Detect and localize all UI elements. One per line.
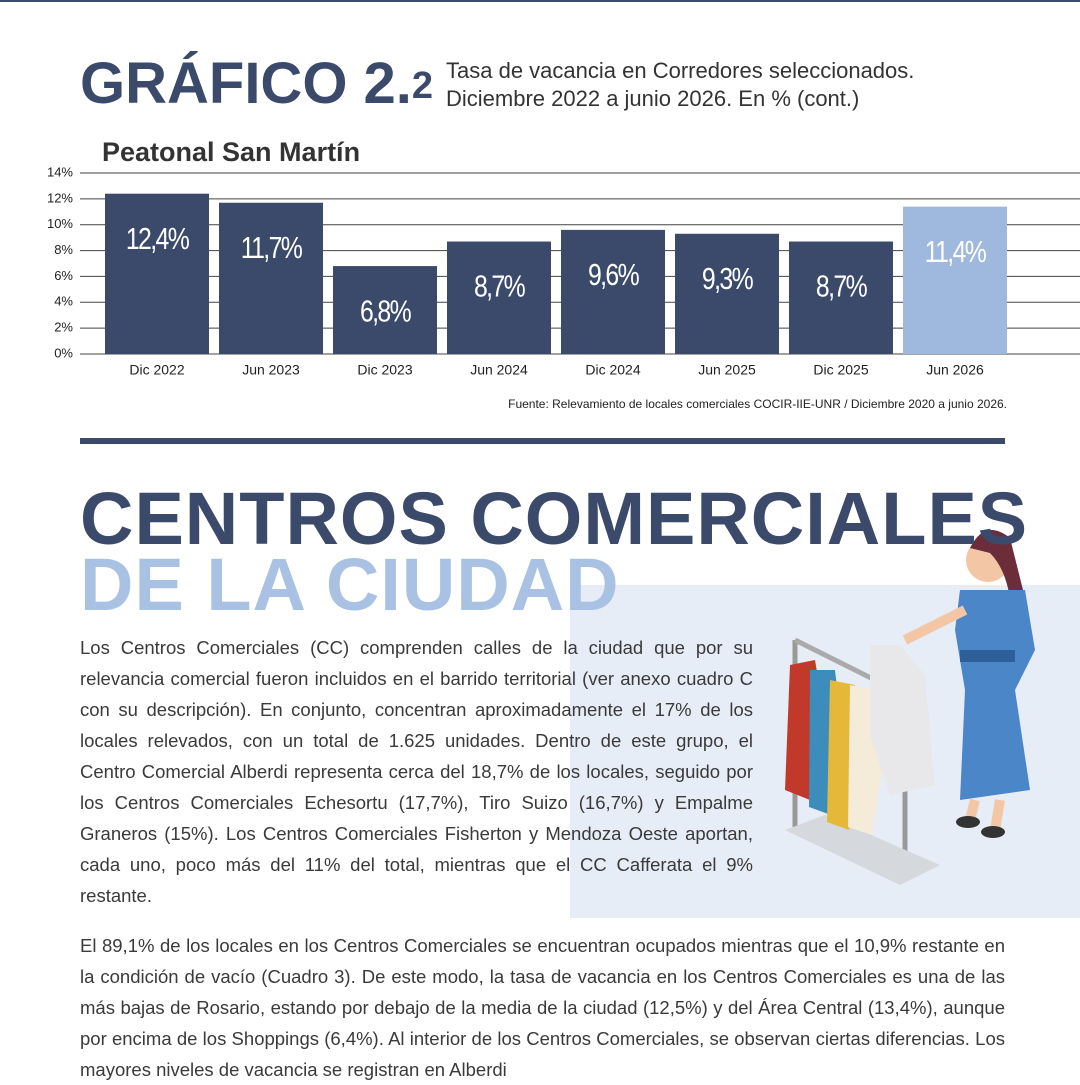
section-title: CENTROS COMERCIALES (80, 477, 1029, 560)
value-label: 8,7% (816, 269, 867, 303)
value-label: 6,8% (360, 294, 411, 328)
chart-title: Peatonal San Martín (102, 137, 360, 167)
y-tick-label: 0% (54, 345, 73, 360)
paragraph: Los Centros Comerciales (CC) comprenden … (80, 637, 753, 906)
bar (789, 241, 893, 354)
bar (219, 202, 323, 354)
y-tick-label: 8% (54, 242, 73, 257)
y-tick-label: 4% (54, 294, 73, 309)
x-tick-label: Jun 2023 (242, 362, 300, 378)
y-tick-label: 6% (54, 268, 73, 283)
value-label: 12,4% (126, 221, 189, 255)
value-label: 11,4% (925, 234, 986, 268)
header-label: GRÁFICO 2.2 (80, 51, 433, 116)
x-tick-label: Dic 2023 (357, 362, 412, 378)
value-label: 9,3% (702, 261, 753, 295)
top-rule (0, 0, 1080, 2)
value-label: 9,6% (588, 257, 639, 291)
x-tick-label: Jun 2026 (926, 362, 984, 378)
paragraph: El 89,1% de los locales en los Centros C… (80, 935, 1005, 1080)
bar (333, 266, 437, 354)
header-label-main: GRÁFICO 2. (80, 51, 412, 116)
section-title: DE LA CIUDAD (80, 543, 620, 626)
x-tick-label: Dic 2022 (129, 362, 184, 378)
value-label: 8,7% (474, 269, 525, 303)
source: Fuente: Relevamiento de locales comercia… (508, 397, 1007, 411)
divider (80, 438, 1005, 444)
bar (675, 233, 779, 354)
header-label-suffix: 2 (412, 65, 433, 107)
x-tick-label: Jun 2024 (470, 362, 528, 378)
bar (447, 241, 551, 354)
y-tick-label: 12% (47, 190, 73, 205)
x-tick-label: Dic 2024 (585, 362, 640, 378)
value-label: 11,7% (241, 230, 302, 264)
illustration (785, 530, 1035, 885)
y-tick-label: 14% (47, 164, 73, 179)
chart: 0% 2% 4% 6% 8% 10% 12% 14% 12,4% Dic 2022 11,7% Jun… (47, 164, 1080, 378)
x-tick-label: Jun 2025 (698, 362, 756, 378)
y-tick-label: 10% (47, 216, 73, 231)
subtitle: Tasa de vacancia en Corredores seleccion… (446, 58, 914, 83)
bar (903, 206, 1007, 354)
bar (561, 229, 665, 354)
bar (105, 193, 209, 354)
y-tick-label: 2% (54, 320, 73, 335)
x-tick-label: Dic 2025 (813, 362, 868, 378)
subtitle: Diciembre 2022 a junio 2026. En % (cont.… (446, 86, 859, 111)
